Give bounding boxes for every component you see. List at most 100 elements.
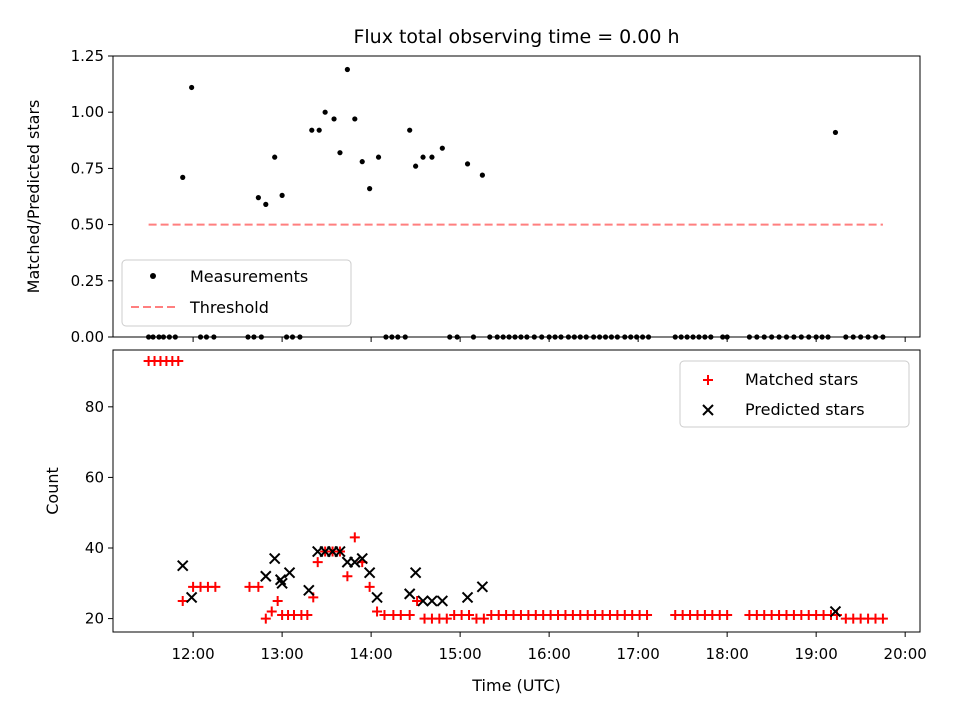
- count-x-tick-label: 15:00: [439, 645, 482, 663]
- matched-star-point: [266, 606, 277, 617]
- measurement-point: [263, 201, 269, 207]
- matched-star-point: [464, 610, 475, 621]
- measurement-point-zero: [708, 334, 714, 340]
- measurement-point: [322, 109, 328, 115]
- measurement-point: [420, 154, 426, 160]
- legend-matched-symbol: [703, 375, 713, 385]
- count-plot-area: [112, 349, 921, 633]
- measurement-point-zero: [197, 334, 204, 340]
- matched-star-points: [143, 355, 888, 624]
- predicted-star-point: [409, 566, 422, 579]
- predicted-star-point: [283, 566, 296, 579]
- matched-star-point: [260, 613, 271, 624]
- legend-matched-label: Matched stars: [745, 370, 858, 389]
- measurement-point: [359, 159, 365, 165]
- measurement-points: [146, 66, 886, 340]
- measurement-point-zero: [297, 334, 303, 340]
- measurement-point-zero: [454, 334, 460, 340]
- predicted-star-point: [436, 595, 449, 607]
- measurement-point-zero: [150, 334, 156, 340]
- matched-star-point: [349, 532, 360, 543]
- predicted-star-point: [461, 591, 474, 604]
- chart-title: Flux total observing time = 0.00 h: [353, 26, 679, 48]
- measurement-point-zero: [402, 334, 408, 340]
- legend-predicted-symbol: [702, 404, 714, 416]
- predicted-star-point: [829, 605, 842, 618]
- measurement-point-zero: [518, 334, 524, 340]
- measurement-point-zero: [283, 334, 290, 340]
- count-x-tick-label: 13:00: [260, 645, 303, 663]
- count-x-tick-label: 19:00: [795, 645, 838, 663]
- measurement-point: [367, 186, 373, 192]
- measurement-point-zero: [858, 334, 864, 340]
- predicted-star-point: [426, 595, 438, 607]
- matched-star-point: [244, 581, 255, 592]
- measurement-point-zero: [696, 334, 702, 340]
- ratio-y-tick-label: 0.75: [71, 159, 104, 177]
- ratio-y-tick-label: 0.00: [71, 328, 104, 346]
- measurement-point-zero: [865, 334, 871, 340]
- count-y-tick-label: 60: [85, 468, 104, 486]
- measurement-point-zero: [470, 334, 477, 340]
- measurement-point-zero: [539, 334, 545, 340]
- measurement-point: [309, 127, 315, 133]
- predicted-star-point: [274, 574, 287, 586]
- measurement-point: [180, 174, 186, 180]
- predicted-star-point: [268, 552, 281, 565]
- measurement-point-zero: [690, 334, 696, 340]
- measurement-point-zero: [546, 334, 552, 340]
- legend-threshold-label: Threshold: [189, 298, 269, 317]
- measurement-point-zero: [506, 334, 512, 340]
- measurement-point-zero: [819, 334, 825, 340]
- count-panel: Count Time (UTC) 20 40 60 80 12:00 13:00 14:0…: [43, 349, 927, 695]
- matched-star-point: [177, 595, 188, 606]
- matched-star-point: [395, 610, 406, 621]
- measurement-point-zero: [813, 334, 819, 340]
- measurement-point-zero: [494, 334, 500, 340]
- predicted-star-point: [260, 570, 272, 582]
- measurement-point-zero: [596, 334, 603, 340]
- measurement-point-zero: [622, 334, 628, 340]
- predicted-star-point: [371, 591, 383, 604]
- measurement-point-zero: [571, 334, 577, 340]
- predicted-star-point: [185, 591, 198, 604]
- count-x-ticks: 12:00 13:00 14:00 15:00 16:00 17:00 18:00 19:00…: [171, 632, 927, 663]
- matched-star-point: [272, 595, 283, 606]
- matched-star-point: [253, 581, 264, 592]
- matched-star-point: [478, 613, 489, 624]
- measurement-point-zero: [512, 334, 518, 340]
- legend-measurements-label: Measurements: [190, 267, 308, 286]
- predicted-star-point: [417, 595, 429, 607]
- measurement-point-zero: [591, 334, 597, 340]
- predicted-star-point: [476, 581, 489, 593]
- ratio-y-ticks: 0.00 0.25 0.50 0.75 1.00 1.25: [71, 47, 113, 346]
- measurement-point-zero: [783, 334, 790, 340]
- x-axis-label: Time (UTC): [471, 676, 560, 695]
- measurement-point: [255, 195, 261, 201]
- ratio-y-tick-label: 1.25: [71, 47, 104, 65]
- matched-star-point: [404, 610, 415, 621]
- ratio-panel: Flux total observing time = 0.00 h Match…: [24, 26, 921, 346]
- measurement-point: [413, 163, 419, 169]
- ratio-y-axis-label: Matched/Predicted stars: [24, 100, 43, 294]
- measurement-point-zero: [754, 334, 760, 340]
- measurement-point-zero: [211, 334, 217, 340]
- count-y-tick-label: 80: [85, 398, 104, 416]
- matched-star-point: [210, 581, 221, 592]
- measurement-point: [279, 192, 285, 198]
- matched-star-point: [364, 581, 375, 592]
- measurement-point-zero: [678, 334, 684, 340]
- count-x-tick-label: 12:00: [171, 645, 214, 663]
- measurement-point-zero: [383, 334, 389, 340]
- measurement-point-zero: [251, 334, 257, 340]
- ratio-legend: Measurements Threshold: [121, 259, 352, 327]
- measurement-point-zero: [628, 334, 634, 340]
- measurement-point-zero: [634, 334, 640, 340]
- measurement-point-zero: [602, 334, 609, 340]
- measurement-point-zero: [583, 334, 589, 340]
- measurement-point: [832, 129, 839, 136]
- measurement-point-zero: [791, 334, 797, 340]
- measurement-point-zero: [720, 334, 726, 340]
- predicted-star-point: [349, 556, 361, 568]
